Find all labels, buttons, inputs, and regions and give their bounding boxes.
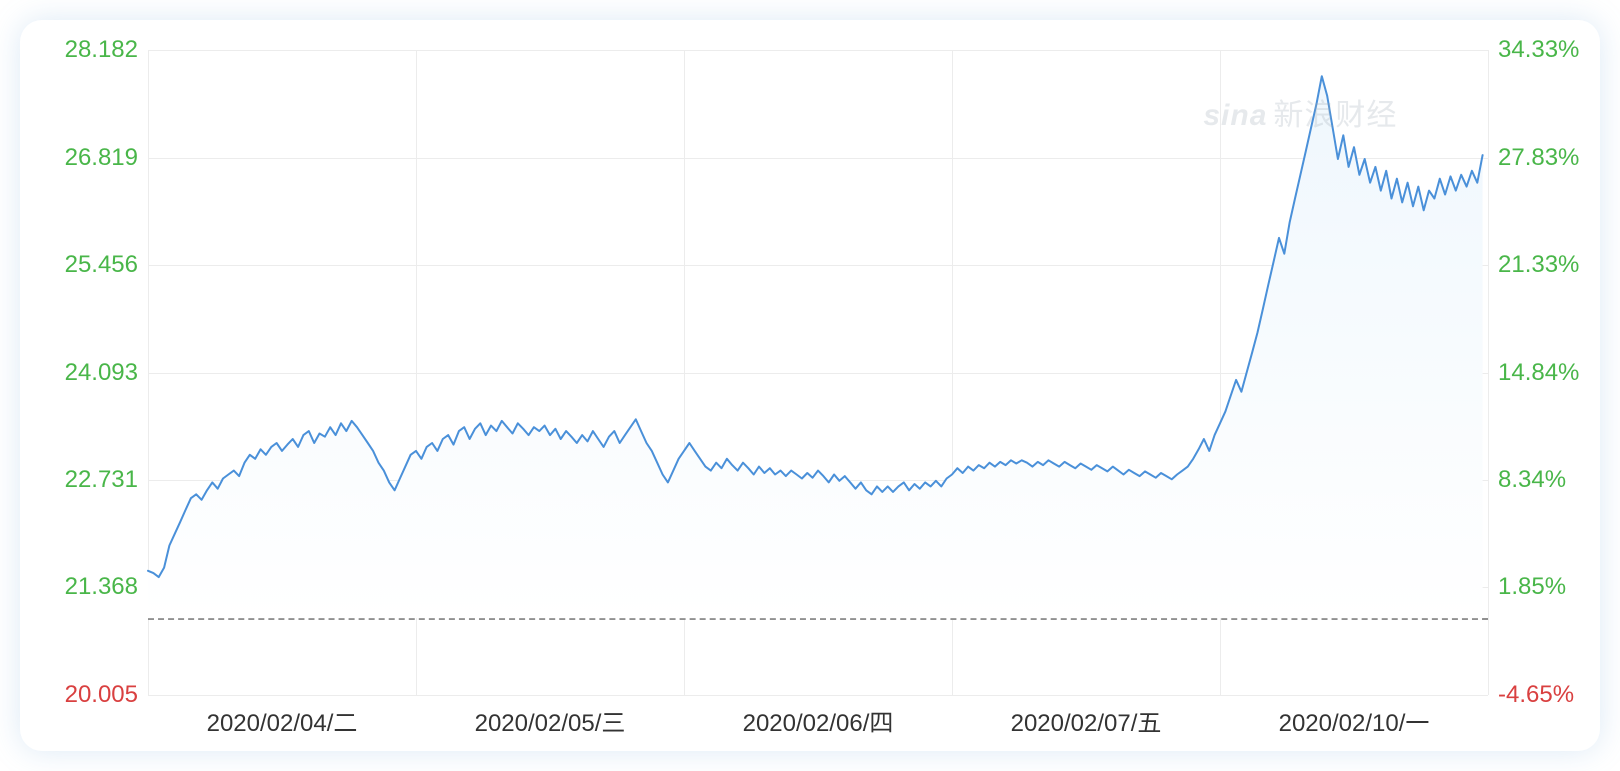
- y-axis-left-label: 20.005: [65, 681, 138, 709]
- x-axis-label: 2020/02/07/五: [1011, 703, 1162, 738]
- y-axis-right-label: -4.65%: [1498, 681, 1574, 709]
- x-axis-label: 2020/02/04/二: [207, 703, 358, 738]
- x-axis-label: 2020/02/06/四: [743, 703, 894, 738]
- plot-area: [148, 50, 1488, 695]
- y-axis-left-label: 21.368: [65, 573, 138, 601]
- y-axis-right-label: 34.33%: [1498, 36, 1579, 64]
- y-axis-right-label: 21.33%: [1498, 251, 1579, 279]
- y-axis-left-label: 28.182: [65, 36, 138, 64]
- gridline-horizontal: [148, 695, 1488, 696]
- x-axis-label: 2020/02/10/一: [1279, 703, 1430, 738]
- gridline-vertical: [1488, 50, 1489, 695]
- y-axis-right-label: 27.83%: [1498, 144, 1579, 172]
- y-axis-left-label: 26.819: [65, 144, 138, 172]
- y-axis-right-label: 1.85%: [1498, 573, 1566, 601]
- y-axis-left-label: 24.093: [65, 359, 138, 387]
- y-axis-left-label: 25.456: [65, 251, 138, 279]
- chart-card: sina新浪财经 28.18226.81925.45624.09322.7312…: [20, 20, 1600, 751]
- y-axis-right-label: 14.84%: [1498, 359, 1579, 387]
- y-axis-left-label: 22.731: [65, 466, 138, 494]
- x-axis-label: 2020/02/05/三: [475, 703, 626, 738]
- price-area-fill: [148, 76, 1483, 618]
- price-line-chart: [148, 50, 1488, 695]
- y-axis-right-label: 8.34%: [1498, 466, 1566, 494]
